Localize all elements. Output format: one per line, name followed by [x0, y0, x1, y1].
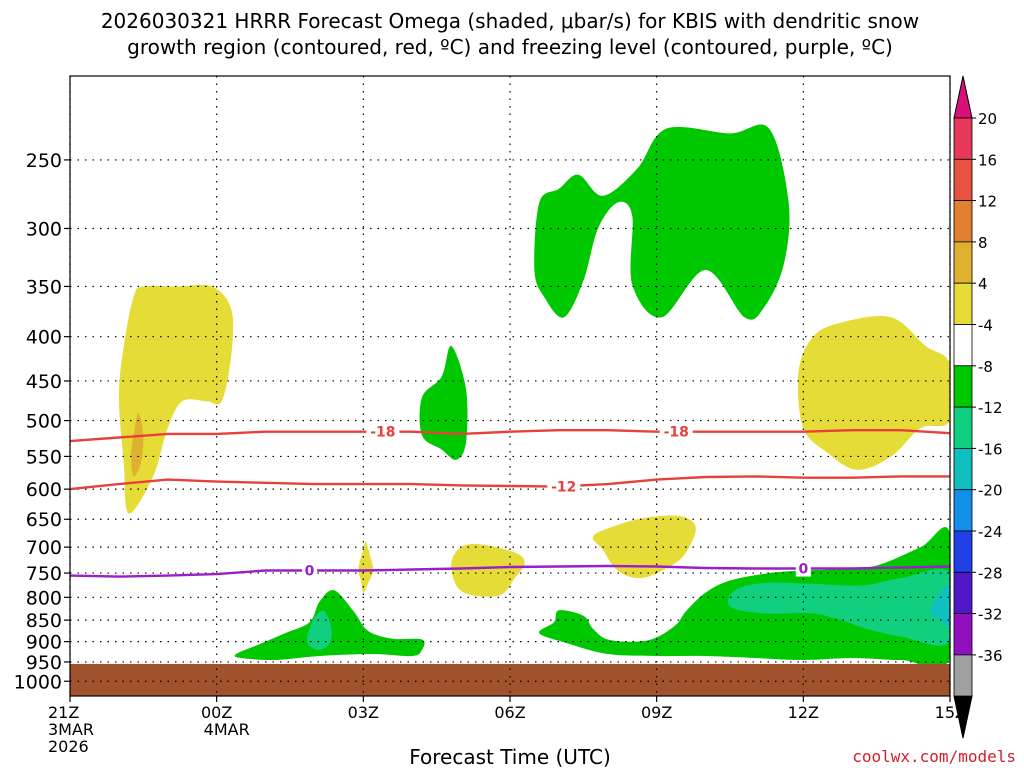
freezing-level-label-bg-0 [302, 562, 318, 579]
colorbar: 20 16 12 8 4 -4 -8 -12 -16 -20 -24 -28 -32 -36 [953, 75, 1003, 739]
colorbar-label-5: -4 [978, 317, 993, 335]
y-tick-label-500: 500 [26, 411, 62, 433]
y-tick-label-700: 700 [26, 537, 62, 559]
dgz-minus-18-label-bg-1 [659, 423, 693, 440]
y-tick-label-900: 900 [26, 632, 62, 654]
omega-shading-layer [118, 124, 950, 668]
colorbar-top-arrow [953, 75, 973, 119]
y-tick-label-650: 650 [26, 509, 62, 531]
colorbar-label-8: -16 [978, 440, 1003, 458]
omega-neg4-upper-center [534, 124, 790, 320]
colorbar-label-3: 8 [978, 234, 988, 252]
colorbar-swatch-13 [953, 654, 973, 697]
y-tick-label-850: 850 [26, 610, 62, 632]
colorbar-label-9: -20 [978, 482, 1003, 500]
colorbar-swatch-12 [953, 613, 973, 656]
colorbar-label-0: 20 [978, 110, 997, 128]
omega-neg4-mid-center [419, 345, 468, 460]
y-tick-label-550: 550 [26, 446, 62, 468]
dgz-minus-18-label-0: -18 [370, 425, 395, 441]
colorbar-label-12: -32 [978, 606, 1003, 624]
omega-pos4-center-small [592, 515, 696, 579]
colorbar-bottom-arrow [953, 695, 973, 739]
colorbar-swatch-2 [953, 200, 973, 243]
dgz-minus-12-label-0: -12 [551, 479, 576, 495]
colorbar-label-6: -8 [978, 358, 993, 376]
colorbar-label-7: -12 [978, 399, 1003, 417]
freezing-level-label-0: 0 [305, 564, 315, 580]
omega-pos4-freezing-blob [451, 543, 525, 597]
omega-pos4-right-mid [797, 316, 950, 470]
y-tick-label-250: 250 [26, 150, 62, 172]
chart-title-line-1: 2026030321 HRRR Forecast Omega (shaded, … [101, 9, 919, 33]
x-tick-label-12-0: 09Z [641, 703, 672, 722]
omega-neg12-right-edge [930, 585, 950, 627]
y-tick-label-350: 350 [26, 276, 62, 298]
colorbar-label-13: -36 [978, 647, 1003, 665]
x-tick-label-9-0: 06Z [494, 703, 525, 722]
colorbar-swatch-4 [953, 282, 973, 325]
colorbar-label-11: -28 [978, 564, 1003, 582]
dgz-minus-12-line [70, 475, 950, 491]
colorbar-label-1: 16 [978, 151, 997, 169]
dgz-minus-12-label-bg-0 [547, 478, 581, 495]
colorbar-swatch-1 [953, 158, 973, 202]
y-tick-label-600: 600 [26, 479, 62, 501]
colorbar-label-2: 12 [978, 193, 997, 211]
dgz-minus-18-label-bg-0 [366, 423, 400, 440]
y-tick-label-750: 750 [26, 563, 62, 585]
x-tick-label-15-0: 12Z [788, 703, 819, 722]
y-tick-label-300: 300 [26, 218, 62, 240]
colorbar-swatch-3 [953, 241, 973, 284]
x-tick-label-0-1: 3MAR [48, 720, 94, 739]
colorbar-label-4: 4 [978, 275, 988, 293]
omega-pos4-left-column [118, 284, 234, 514]
x-tick-label-3-0: 00Z [201, 703, 232, 722]
colorbar-swatch-10 [953, 530, 973, 573]
x-tick-label-0-0: 21Z [48, 703, 79, 722]
x-tick-label-6-0: 03Z [348, 703, 379, 722]
y-tick-label-400: 400 [26, 327, 62, 349]
chart-title-line-2: growth region (contoured, red, ºC) and f… [127, 35, 893, 59]
y-tick-label-800: 800 [26, 587, 62, 609]
freezing-level-label-bg-1 [795, 560, 811, 577]
dgz-minus-18-label-1: -18 [664, 425, 689, 441]
y-tick-label-450: 450 [26, 371, 62, 393]
y-tick-label-1000: 1000 [14, 671, 62, 693]
colorbar-label-10: -24 [978, 523, 1003, 541]
colorbar-swatch-9 [953, 489, 973, 532]
colorbar-swatch-8 [953, 447, 973, 491]
omega-pos8-left-core [131, 413, 144, 477]
colorbar-swatch-7 [953, 406, 973, 449]
y-tick-label-950: 950 [26, 652, 62, 674]
source-credit: coolwx.com/models [852, 747, 1016, 766]
omega-pos4-thin-spike [358, 541, 374, 593]
colorbar-swatch-6 [953, 365, 973, 408]
freezing-level-label-1: 0 [798, 562, 808, 578]
x-tick-label-0-2: 2026 [48, 737, 89, 756]
dgz-minus-18-line [70, 429, 950, 443]
colorbar-swatch-5 [953, 324, 973, 367]
axes-layer: 2503003504004505005506006507007508008509… [14, 75, 966, 756]
x-axis-label: Forecast Time (UTC) [409, 745, 611, 768]
colorbar-swatch-0 [953, 117, 973, 160]
colorbar-swatch-11 [953, 571, 973, 614]
omega-neg8-low-right-core [727, 569, 950, 646]
x-tick-label-3-1: 4MAR [204, 720, 250, 739]
contour-layer: -18 -18 -12 0 0 [70, 423, 950, 580]
